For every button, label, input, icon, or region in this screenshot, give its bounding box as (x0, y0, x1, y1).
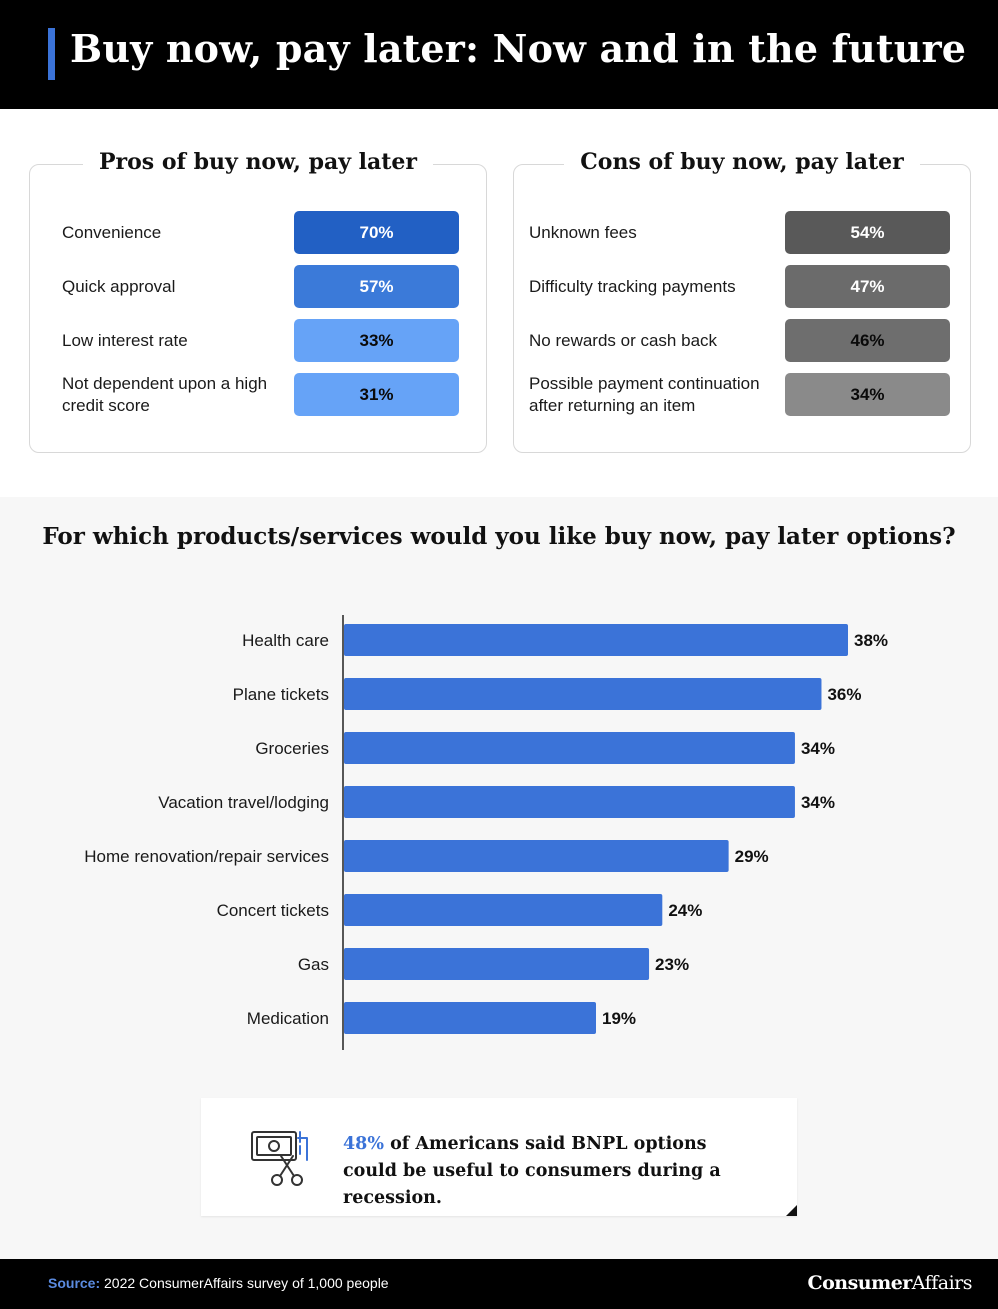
brand-bold: Consumer (807, 1272, 912, 1294)
pros-label: Convenience (62, 223, 162, 242)
pros-row: Quick approval 57% (30, 265, 486, 309)
category-label: Groceries (255, 739, 329, 758)
pros-label: Not dependent upon a high credit score (62, 374, 268, 415)
callout-corner (786, 1205, 797, 1216)
bar (344, 1002, 596, 1034)
bar-value-label: 34% (801, 739, 835, 758)
brand-rest: Affairs (911, 1272, 973, 1294)
cons-row: Unknown fees 54% (514, 211, 970, 255)
bar (344, 894, 663, 926)
bar-value-label: 38% (854, 631, 888, 650)
pros-value-pill: 33% (294, 319, 459, 362)
source-note: Source: 2022 ConsumerAffairs survey of 1… (48, 1275, 389, 1291)
callout-highlight: 48% (343, 1134, 384, 1154)
category-label: Home renovation/repair services (84, 847, 329, 866)
pros-value-pill: 57% (294, 265, 459, 308)
category-label: Vacation travel/lodging (158, 793, 329, 812)
category-label: Gas (298, 955, 329, 974)
cons-title: Cons of buy now, pay later (564, 149, 920, 175)
recession-callout: 48% of Americans said BNPL options could… (201, 1098, 797, 1216)
title-accent-bar (48, 28, 55, 80)
page-title: Buy now, pay later: Now and in the futur… (70, 26, 967, 71)
cons-value-pill: 54% (785, 211, 950, 254)
source-text: 2022 ConsumerAffairs survey of 1,000 peo… (100, 1275, 389, 1291)
cons-value-pill: 47% (785, 265, 950, 308)
pros-panel: Pros of buy now, pay later Convenience 7… (29, 149, 487, 453)
footer-bar: Source: 2022 ConsumerAffairs survey of 1… (0, 1259, 998, 1309)
money-scissors-icon (251, 1131, 308, 1186)
cons-row: Difficulty tracking payments 47% (514, 265, 970, 309)
cons-panel: Cons of buy now, pay later Unknown fees … (513, 149, 971, 453)
bar-value-label: 19% (602, 1009, 636, 1028)
pros-label: Quick approval (62, 277, 176, 296)
cons-value-pill: 46% (785, 319, 950, 362)
pros-value-pill: 31% (294, 373, 459, 416)
cons-row: Possible payment continuation after retu… (514, 373, 970, 417)
bar (344, 786, 795, 818)
cons-label: Possible payment continuation after retu… (529, 374, 760, 415)
bar-value-label: 29% (735, 847, 769, 866)
bar (344, 732, 795, 764)
pros-label: Low interest rate (62, 331, 188, 350)
pros-row: Not dependent upon a high credit score 3… (30, 373, 486, 417)
source-label: Source: (48, 1275, 101, 1291)
bar-value-label: 24% (668, 901, 702, 920)
pros-value-pill: 70% (294, 211, 459, 254)
pros-row: Convenience 70% (30, 211, 486, 255)
callout-text: 48% of Americans said BNPL options could… (343, 1131, 763, 1212)
category-label: Health care (242, 631, 329, 650)
brand-logo: ConsumerAffairs (807, 1272, 972, 1294)
cons-label: Difficulty tracking payments (529, 277, 736, 296)
category-label: Medication (247, 1009, 329, 1028)
category-label: Plane tickets (233, 685, 329, 704)
bar (344, 840, 729, 872)
bar-value-label: 23% (655, 955, 689, 974)
bar (344, 678, 822, 710)
cons-row: No rewards or cash back 46% (514, 319, 970, 363)
bar (344, 948, 650, 980)
cons-label: No rewards or cash back (529, 331, 718, 350)
products-bar-chart: Health care 38% Plane tickets 36% Groceries 3… (84, 615, 888, 1050)
header-bar: Buy now, pay later: Now and in the futur… (0, 0, 998, 109)
chart-title: For which products/services would you li… (42, 523, 956, 550)
cons-label: Unknown fees (529, 223, 637, 242)
pros-row: Low interest rate 33% (30, 319, 486, 363)
bar (344, 624, 848, 656)
category-label: Concert tickets (217, 901, 329, 920)
callout-body: of Americans said BNPL options could be … (343, 1134, 721, 1208)
bar-value-label: 36% (827, 685, 861, 704)
cons-value-pill: 34% (785, 373, 950, 416)
pros-title: Pros of buy now, pay later (82, 149, 434, 175)
bar-value-label: 34% (801, 793, 835, 812)
